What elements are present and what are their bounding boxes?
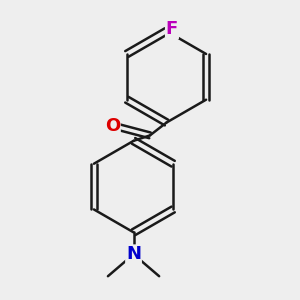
Text: O: O <box>105 117 120 135</box>
Text: N: N <box>126 245 141 263</box>
Text: F: F <box>166 20 178 38</box>
